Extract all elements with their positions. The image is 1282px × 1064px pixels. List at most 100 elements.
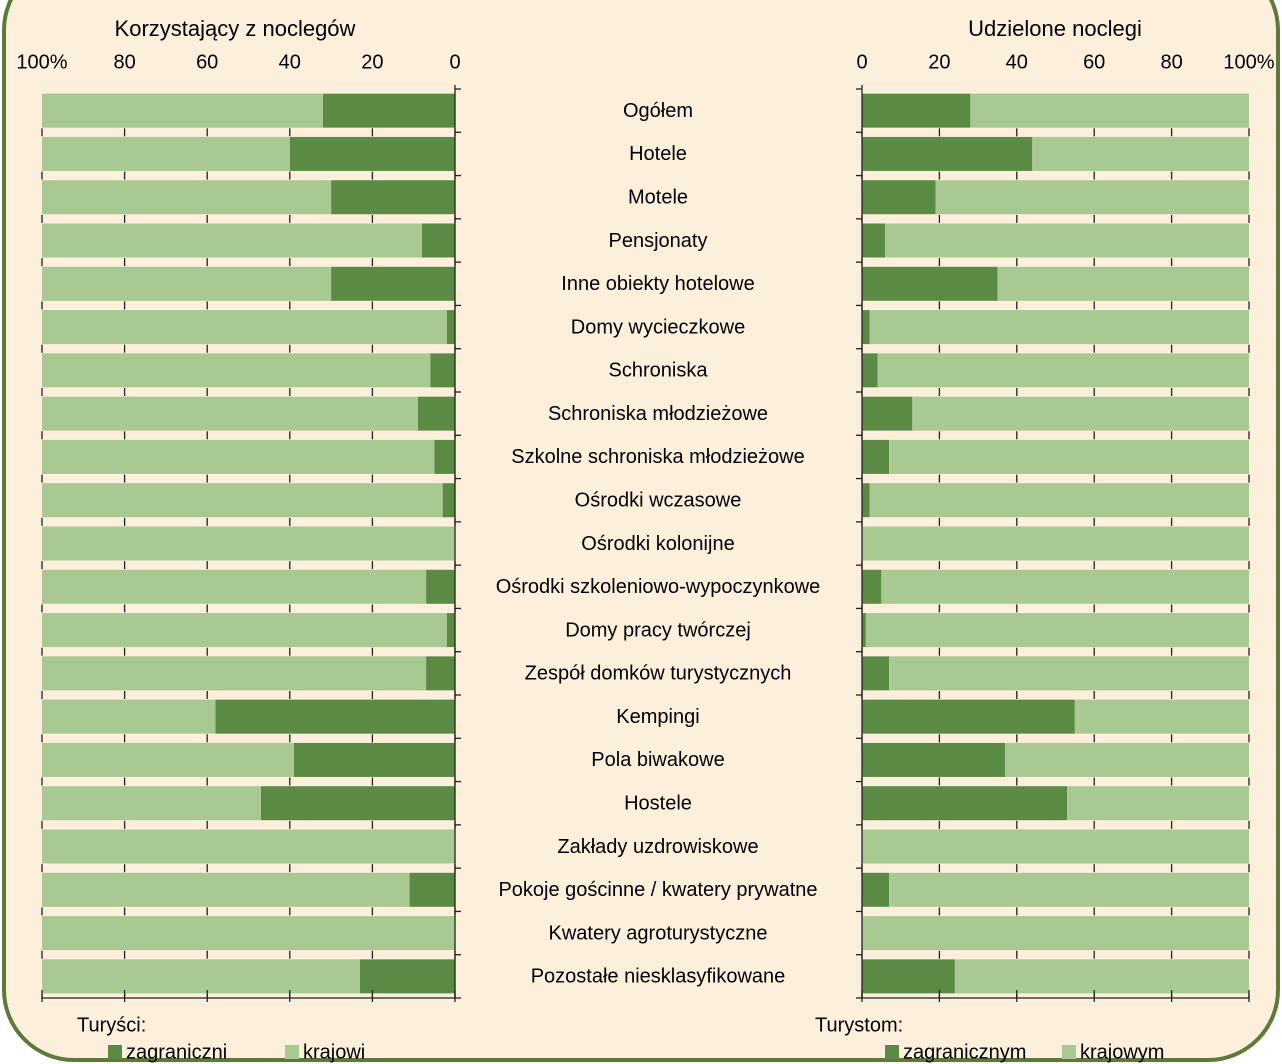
bar — [42, 266, 332, 301]
bar — [1074, 699, 1249, 734]
x-tick-label: 40 — [1006, 51, 1028, 73]
x-tick-label: 60 — [196, 51, 218, 73]
bar — [865, 613, 1249, 648]
legend-label: zagraniczni — [126, 1041, 227, 1063]
category-label: Kwatery agroturystyczne — [549, 922, 768, 944]
bar — [889, 439, 1249, 474]
bar — [862, 916, 1249, 951]
bar — [862, 266, 998, 301]
bar — [42, 916, 455, 951]
bar — [862, 872, 890, 907]
bar — [42, 829, 455, 864]
bar — [869, 483, 1249, 518]
bar — [1032, 136, 1249, 171]
bar — [331, 180, 455, 215]
category-label: Schroniska młodzieżowe — [548, 403, 768, 425]
bar — [862, 569, 882, 604]
x-tick-label: 20 — [361, 51, 383, 73]
bar — [289, 136, 455, 171]
legend-swatch — [285, 1045, 299, 1059]
category-label: Ośrodki kolonijne — [581, 533, 734, 555]
bar — [889, 872, 1249, 907]
category-label: Hostele — [624, 792, 692, 814]
bar — [889, 656, 1249, 691]
bar — [42, 526, 455, 561]
bar — [862, 526, 1249, 561]
category-label: Ogółem — [623, 100, 693, 122]
legend-label: krajowym — [1080, 1041, 1164, 1063]
bar — [322, 93, 455, 128]
bar — [954, 959, 1249, 994]
bar — [215, 699, 455, 734]
bar — [881, 569, 1249, 604]
bar — [42, 223, 422, 258]
bar — [42, 872, 410, 907]
bar — [434, 439, 455, 474]
bar — [862, 656, 890, 691]
x-tick-label: 100% — [16, 51, 67, 73]
bar — [42, 699, 216, 734]
chart-title: Korzystający z noclegów — [115, 16, 356, 41]
bar — [42, 959, 361, 994]
legend-swatch — [1062, 1045, 1076, 1059]
category-label: Pola biwakowe — [591, 749, 724, 771]
category-label: Domy wycieczkowe — [571, 316, 745, 338]
bar — [862, 396, 913, 431]
bar — [862, 699, 1075, 734]
category-label: Zakłady uzdrowiskowe — [557, 836, 758, 858]
bar — [42, 136, 290, 171]
legend-label: zagranicznym — [903, 1041, 1026, 1063]
x-tick-label: 80 — [1160, 51, 1182, 73]
bar — [869, 310, 1249, 345]
bar — [426, 656, 455, 691]
bar — [42, 93, 323, 128]
chart-title: Udzielone noclegi — [968, 16, 1142, 41]
bar — [912, 396, 1249, 431]
bar — [862, 353, 878, 388]
category-label: Ośrodki wczasowe — [575, 489, 742, 511]
x-tick-label: 80 — [113, 51, 135, 73]
bar — [426, 569, 455, 604]
category-label: Kempingi — [616, 706, 699, 728]
bar — [446, 310, 455, 345]
bar — [260, 786, 455, 821]
category-label: Szkolne schroniska młodzieżowe — [511, 446, 804, 468]
bar — [862, 223, 886, 258]
category-label: Inne obiekty hotelowe — [561, 273, 754, 295]
bar — [42, 569, 427, 604]
x-tick-label: 0 — [449, 51, 460, 73]
bar — [409, 872, 455, 907]
bar — [42, 656, 427, 691]
bar — [442, 483, 455, 518]
bar — [42, 180, 332, 215]
category-label: Pensjonaty — [609, 230, 708, 252]
x-tick-label: 40 — [279, 51, 301, 73]
bar — [42, 483, 443, 518]
x-tick-label: 0 — [856, 51, 867, 73]
bar — [42, 613, 447, 648]
bar — [862, 742, 1006, 777]
bar — [42, 310, 447, 345]
bar — [42, 742, 294, 777]
bar — [360, 959, 455, 994]
bar — [862, 136, 1033, 171]
legend-label: krajowi — [303, 1041, 365, 1063]
category-label: Zespół domków turystycznych — [525, 663, 792, 685]
bar — [862, 786, 1068, 821]
category-label: Pokoje gościnne / kwatery prywatne — [498, 879, 817, 901]
bar — [42, 439, 435, 474]
bar — [862, 439, 890, 474]
x-tick-label: 60 — [1083, 51, 1105, 73]
bar — [430, 353, 455, 388]
bar — [997, 266, 1249, 301]
bar — [446, 613, 455, 648]
bar — [42, 786, 261, 821]
bar — [935, 180, 1249, 215]
category-label: Domy pracy twórczej — [565, 619, 751, 641]
category-label: Schroniska — [609, 360, 709, 382]
x-tick-label: 100% — [1223, 51, 1274, 73]
bar — [877, 353, 1249, 388]
legend-title: Turyści: — [77, 1014, 146, 1036]
category-label: Ośrodki szkoleniowo-wypoczynkowe — [496, 576, 821, 598]
